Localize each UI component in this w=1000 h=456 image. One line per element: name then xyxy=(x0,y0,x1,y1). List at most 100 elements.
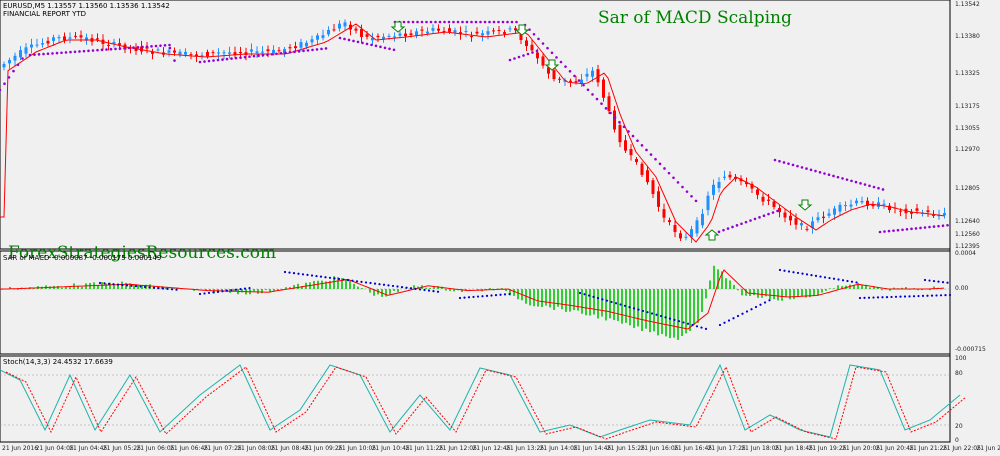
sar-dot xyxy=(762,214,766,218)
candle-body xyxy=(96,38,99,40)
sar-dot xyxy=(230,57,233,60)
macd-sar-dot xyxy=(364,281,368,284)
macd-sar-dot xyxy=(828,276,831,280)
time-tick: 21 Jun 11:25 xyxy=(405,445,444,452)
time-tick: 21 Jun 22:05 xyxy=(942,445,981,452)
time-tick: 21 Jun 20:05 xyxy=(842,445,881,452)
sar-dot xyxy=(33,53,36,56)
sar-dot xyxy=(234,56,238,60)
sar-dot xyxy=(640,144,644,147)
time-tick: 21 Jun 06:45 xyxy=(170,445,209,452)
macd-sar-dot xyxy=(328,276,332,279)
sar-dot xyxy=(216,58,220,62)
candle-body xyxy=(277,50,281,52)
sar-dot xyxy=(465,20,469,24)
candle-body xyxy=(558,78,561,80)
sar-dot xyxy=(483,20,487,24)
macd-sar-dot xyxy=(319,275,323,278)
candle-body xyxy=(288,47,292,49)
candle-body xyxy=(860,201,864,203)
candle-body xyxy=(602,79,605,98)
sar-dot xyxy=(145,45,149,48)
candle-body xyxy=(426,31,429,34)
candle-body xyxy=(321,35,325,38)
time-tick: 21 Jun 07:25 xyxy=(203,445,242,452)
candle-body xyxy=(915,208,919,211)
sar-dot xyxy=(452,20,455,24)
macd-sar-dot xyxy=(315,274,318,278)
macd-sar-dot xyxy=(463,296,466,299)
sar-dot xyxy=(82,49,86,53)
candle-body xyxy=(266,49,270,52)
macd-sar-dot xyxy=(801,272,804,275)
price-tick: 1.13175 xyxy=(955,103,980,110)
macd-sar-dot xyxy=(727,319,731,322)
candle-body xyxy=(8,60,11,64)
candle-body xyxy=(822,216,825,219)
sar-dot xyxy=(479,20,482,24)
macd-sar-dot xyxy=(503,293,507,296)
time-tick: 21 Jun 09:25 xyxy=(304,445,343,452)
time-tick: 21 Jun 05:25 xyxy=(102,445,141,452)
time-tick: 21 Jun 21:25 xyxy=(909,445,948,452)
sar-dot xyxy=(28,53,32,57)
macd-sar-dot xyxy=(310,274,314,277)
sar-dot xyxy=(100,48,104,52)
candle-body xyxy=(151,51,154,54)
macd-indicator-label: SAR of MACD -0.000087 -0.000175 0.000149 xyxy=(3,254,162,262)
time-tick: 21 Jun 19:25 xyxy=(808,445,847,452)
time-tick: 21 Jun 17:25 xyxy=(707,445,746,452)
sar-dot xyxy=(7,76,11,79)
sar-dot xyxy=(118,47,122,50)
macd-sar-dot xyxy=(369,281,372,285)
sell-arrow-icon xyxy=(544,59,560,71)
candle-body xyxy=(816,217,820,221)
sar-dot xyxy=(370,43,373,47)
sar-dot xyxy=(591,93,594,96)
sar-dot xyxy=(800,166,804,169)
sar-dot xyxy=(78,50,81,53)
macd-sar-dot xyxy=(937,280,940,283)
sar-dot xyxy=(461,20,464,24)
sar-dot xyxy=(69,50,72,54)
sar-dot xyxy=(631,134,635,138)
candle-body xyxy=(690,229,693,238)
candle-body xyxy=(673,225,677,233)
sar-dot xyxy=(517,55,521,59)
sar-dot xyxy=(513,57,516,60)
sar-dot xyxy=(207,59,211,63)
time-tick: 21 Jun 12:45 xyxy=(472,445,511,452)
macd-sar-dot xyxy=(342,278,345,281)
sar-dot xyxy=(535,49,539,53)
candle-body xyxy=(294,46,297,49)
candle-body xyxy=(409,33,413,36)
macd-sar-dot xyxy=(143,285,147,289)
macd-sar-dot xyxy=(481,295,484,298)
macd-sar-dot xyxy=(198,292,202,296)
price-tick: 1.13542 xyxy=(955,1,980,8)
sar-dot xyxy=(823,172,826,175)
sar-dot xyxy=(654,157,657,161)
sar-dot xyxy=(168,43,171,47)
macd-sar-dot xyxy=(306,273,309,277)
candle-body xyxy=(651,180,655,194)
candle-body xyxy=(679,233,682,239)
candle-body xyxy=(574,81,578,83)
sar-dot xyxy=(649,153,653,156)
macd-sar-dot xyxy=(850,280,854,283)
time-tick: 21 Jun 18:05 xyxy=(741,445,780,452)
sar-dot xyxy=(87,49,90,53)
macd-sar-dot xyxy=(623,304,627,307)
sar-dot xyxy=(163,44,167,47)
macd-sar-dot xyxy=(948,293,952,297)
sar-dot xyxy=(722,228,725,232)
macd-sar-dot xyxy=(718,323,722,327)
candle-body xyxy=(585,73,589,77)
macd-pane xyxy=(0,250,951,355)
sar-dot xyxy=(694,199,698,203)
macd-sar-dot xyxy=(423,288,426,292)
macd-sar-dot xyxy=(650,312,654,315)
macd-sar-dot xyxy=(467,296,471,299)
sar-dot xyxy=(685,190,689,193)
